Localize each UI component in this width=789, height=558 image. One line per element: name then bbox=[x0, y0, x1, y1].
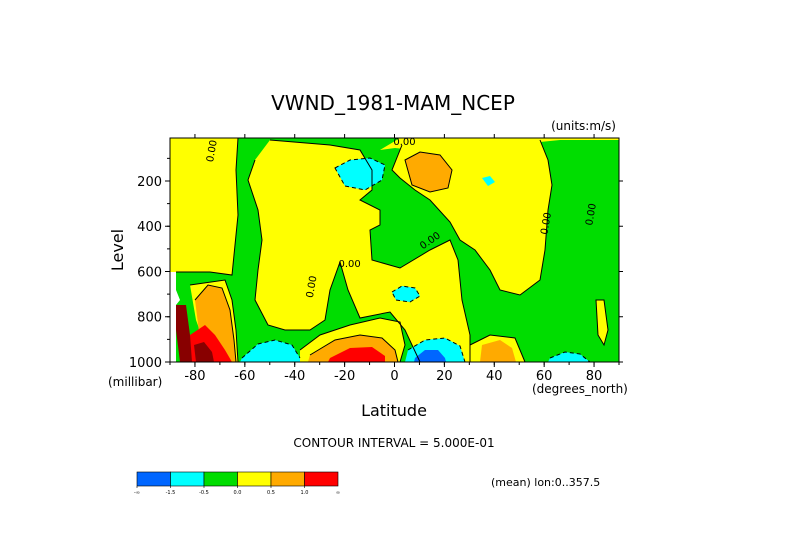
mean-label: (mean) lon:0..357.5 bbox=[491, 476, 600, 489]
region-strong-negative bbox=[414, 350, 446, 362]
colorbar-swatch bbox=[170, 471, 205, 487]
region-strong-positive bbox=[328, 347, 385, 362]
x-tick-label: -80 bbox=[184, 369, 205, 384]
region-weak-positive bbox=[170, 138, 238, 275]
plot-area: 0.00 0.000.000.000.000.00 0.00 bbox=[169, 137, 620, 363]
chart-title: VWND_1981-MAM_NCEP bbox=[271, 91, 515, 115]
units-label: (units:m/s) bbox=[551, 119, 616, 133]
contour-value-label: 0.00 bbox=[205, 139, 220, 163]
x-unit-label: (degrees_north) bbox=[532, 382, 628, 396]
y-tick-label: 200 bbox=[137, 175, 162, 190]
colorbar-label: -∞ bbox=[134, 490, 140, 496]
contour-value-label: 0.00 bbox=[338, 259, 360, 270]
x-tick-label: -60 bbox=[234, 369, 255, 384]
y-tick-label: 600 bbox=[137, 265, 162, 280]
contour-value-label: 0.00 bbox=[305, 275, 320, 299]
region-moderate-negative bbox=[548, 352, 590, 362]
contour-value-label: 0.00 bbox=[584, 203, 599, 227]
colorbar-label: -1.5 bbox=[166, 490, 176, 496]
x-axis-label: Latitude bbox=[361, 401, 427, 420]
x-tick-label: 40 bbox=[486, 369, 503, 384]
region-very-strong-positive bbox=[176, 305, 192, 362]
y-unit-label: (millibar) bbox=[108, 375, 162, 389]
y-tick-label: 1000 bbox=[129, 356, 162, 371]
x-axis: -80 -60 -40 -20 0 20 40 60 80 bbox=[169, 134, 620, 384]
y-tick-label: 400 bbox=[137, 220, 162, 235]
colorbar-label: -0.5 bbox=[199, 490, 209, 496]
x-tick-label: 0 bbox=[390, 369, 398, 384]
colorbar-swatch bbox=[136, 471, 171, 487]
y-axis: 200 400 600 800 1000 bbox=[129, 157, 623, 371]
contour-value-label: 0.00 bbox=[393, 137, 415, 148]
region-moderate-negative bbox=[240, 340, 300, 362]
x-tick-label: 60 bbox=[536, 369, 553, 384]
region-moderate-positive bbox=[405, 152, 452, 192]
contour-value-label: 0.00 bbox=[539, 212, 554, 236]
colorbar: -∞ -1.5 -0.5 0.0 0.5 1.0 ∞ bbox=[134, 471, 340, 496]
colorbar-swatch bbox=[203, 471, 238, 487]
x-tick-label: -40 bbox=[284, 369, 305, 384]
colorbar-swatch bbox=[304, 471, 339, 487]
region-moderate-negative bbox=[482, 176, 495, 186]
contour-lines-dashed bbox=[241, 157, 591, 363]
region-weak-positive bbox=[248, 140, 470, 362]
colorbar-label: 0.5 bbox=[267, 490, 275, 496]
region-moderate-negative bbox=[392, 286, 420, 302]
contour-lines bbox=[176, 137, 609, 363]
x-tick-label: -20 bbox=[334, 369, 355, 384]
colorbar-label: 0.0 bbox=[234, 490, 242, 496]
region-moderate-positive bbox=[480, 340, 516, 362]
y-axis-label: Level bbox=[108, 229, 127, 271]
contour-interval-label: CONTOUR INTERVAL = 5.000E-01 bbox=[293, 436, 494, 450]
x-tick-label: 20 bbox=[436, 369, 453, 384]
y-tick-label: 800 bbox=[137, 311, 162, 326]
x-tick-label: 80 bbox=[586, 369, 603, 384]
region-very-strong-positive bbox=[194, 342, 214, 362]
colorbar-label: 1.0 bbox=[301, 490, 309, 496]
missing-data-region bbox=[170, 272, 180, 362]
contour-label-layer: 0.00 0.000.000.000.000.00 0.00 bbox=[205, 137, 599, 299]
colorbar-swatch bbox=[237, 471, 272, 487]
colorbar-end-label: ∞ bbox=[336, 490, 340, 496]
colorbar-swatch bbox=[270, 471, 305, 487]
